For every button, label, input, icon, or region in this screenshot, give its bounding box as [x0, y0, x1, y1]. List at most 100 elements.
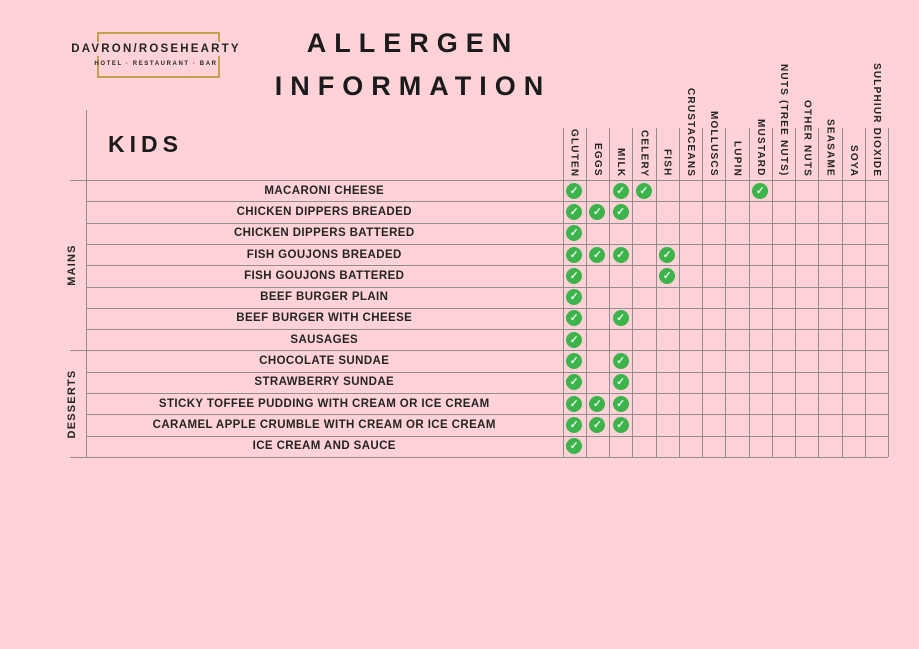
allergen-check: ✓	[566, 416, 583, 433]
column-header-label: SULPHIUR DIOXIDE	[871, 62, 883, 177]
column-header-crustaceans: CRUSTACEANS	[679, 30, 702, 177]
allergen-check: ✓	[635, 182, 652, 199]
dish-row-label: MACARONI CHEESE	[264, 184, 385, 197]
allergen-check: ✓	[612, 374, 629, 391]
logo-tagline: HOTEL · RESTAURANT · BAR	[94, 61, 218, 67]
grid-line-v	[771, 128, 773, 457]
column-header-gluten: GLUTEN	[563, 30, 586, 177]
allergen-check: ✓	[589, 246, 606, 263]
grid-line-h	[70, 350, 889, 352]
column-header-seasame: SEASAME	[818, 30, 841, 177]
category-label-desserts: DESSERTS	[66, 369, 78, 439]
grid-line-h	[86, 329, 889, 331]
logo-name: DAVRON/ROSEHEARTY	[70, 42, 242, 56]
grid-line-v	[86, 110, 87, 457]
grid-line-v	[562, 128, 564, 457]
allergen-check: ✓	[612, 182, 629, 199]
dish-row-label: FISH GOUJONS BREADED	[246, 248, 402, 261]
dish-row-label: SAUSAGES	[290, 333, 359, 346]
grid-line-v	[725, 128, 727, 457]
allergen-check: ✓	[566, 395, 583, 412]
allergen-check: ✓	[752, 182, 769, 199]
grid-line-v	[841, 128, 843, 457]
column-header-label: SEASAME	[824, 119, 836, 177]
column-header-molluscs: MOLLUSCS	[702, 30, 725, 177]
column-header-label: FISH	[661, 149, 673, 177]
dish-row-label: ICE CREAM AND SAUCE	[252, 440, 396, 453]
column-header-label: MOLLUSCS	[708, 111, 720, 177]
logo: DAVRON/ROSEHEARTY HOTEL · RESTAURANT · B…	[70, 28, 242, 82]
column-header-mustard: MUSTARD	[749, 30, 772, 177]
allergen-check: ✓	[612, 353, 629, 370]
allergen-check: ✓	[566, 353, 583, 370]
allergen-check: ✓	[566, 289, 583, 306]
column-header-label: OTHER NUTS	[801, 100, 813, 177]
grid-line-h	[86, 243, 889, 245]
dish-row-label: BEEF BURGER WITH CHEESE	[236, 312, 413, 325]
grid-line-h	[86, 371, 889, 373]
grid-line-h	[86, 222, 889, 224]
grid-line-v	[655, 128, 657, 457]
allergen-check: ✓	[612, 203, 629, 220]
allergen-check: ✓	[659, 267, 676, 284]
page-title-line2: INFORMATION	[274, 71, 552, 101]
column-header-milk: MILK	[609, 30, 632, 177]
dish-row-label: STICKY TOFFEE PUDDING WITH CREAM OR ICE …	[158, 397, 490, 410]
grid-line-v	[865, 128, 866, 457]
grid-line-v	[678, 128, 680, 457]
grid-line-h	[86, 201, 889, 203]
grid-line-h	[86, 307, 889, 309]
page-title-line1: ALLERGEN	[306, 28, 520, 58]
allergen-check: ✓	[612, 395, 629, 412]
dish-row-label: CARAMEL APPLE CRUMBLE WITH CREAM OR ICE …	[152, 418, 496, 431]
column-header-celery: CELERY	[632, 30, 655, 177]
grid-line-h	[86, 393, 889, 394]
grid-line-h	[70, 180, 889, 181]
dish-row-label: BEEF BURGER PLAIN	[260, 291, 389, 304]
grid-line-v	[818, 128, 820, 457]
column-header-label: GLUTEN	[568, 128, 580, 177]
allergen-check: ✓	[612, 310, 629, 327]
column-header-other-nuts: OTHER NUTS	[795, 30, 818, 177]
column-header-fish: FISH	[656, 30, 679, 177]
grid-line-v	[888, 128, 890, 457]
dish-row-label: CHICKEN DIPPERS BREADED	[236, 205, 412, 218]
dish-row-label: CHOCOLATE SUNDAE	[259, 355, 390, 368]
allergen-check: ✓	[566, 225, 583, 242]
allergen-check: ✓	[566, 246, 583, 263]
category-label-mains: MAINS	[66, 244, 78, 286]
allergen-check: ✓	[566, 331, 583, 348]
column-header-label: NUTS (TREE NUTS)	[778, 64, 790, 177]
grid-line-h	[86, 435, 889, 437]
allergen-check: ✓	[566, 182, 583, 199]
allergen-check: ✓	[589, 203, 606, 220]
allergen-check: ✓	[566, 267, 583, 284]
grid-line-v	[748, 128, 750, 457]
allergen-check: ✓	[566, 203, 583, 220]
allergen-check: ✓	[566, 374, 583, 391]
page-title: ALLERGEN INFORMATION	[252, 22, 574, 108]
column-header-label: EGGS	[591, 143, 603, 177]
allergen-check: ✓	[566, 438, 583, 455]
grid-line-v	[609, 128, 611, 457]
grid-line-h	[86, 265, 889, 267]
dish-row-label: STRAWBERRY SUNDAE	[254, 376, 395, 389]
column-header-lupin: LUPIN	[725, 30, 748, 177]
dish-row-label: FISH GOUJONS BATTERED	[244, 269, 405, 282]
column-header-label: CRUSTACEANS	[684, 87, 696, 177]
column-header-sulphiur-dioxide: SULPHIUR DIOXIDE	[865, 30, 888, 177]
allergen-check: ✓	[612, 246, 629, 263]
grid-line-v	[632, 128, 634, 457]
grid-line-h	[86, 414, 889, 416]
allergen-check: ✓	[659, 246, 676, 263]
allergen-check: ✓	[589, 416, 606, 433]
column-header-label: CELERY	[638, 129, 650, 177]
column-header-label: SOYA	[847, 144, 859, 177]
grid-line-v	[702, 128, 704, 457]
allergen-check: ✓	[566, 310, 583, 327]
column-header-soya: SOYA	[842, 30, 865, 177]
grid-line-v	[795, 128, 797, 457]
column-header-label: MILK	[615, 147, 627, 177]
column-header-label: LUPIN	[731, 141, 743, 177]
